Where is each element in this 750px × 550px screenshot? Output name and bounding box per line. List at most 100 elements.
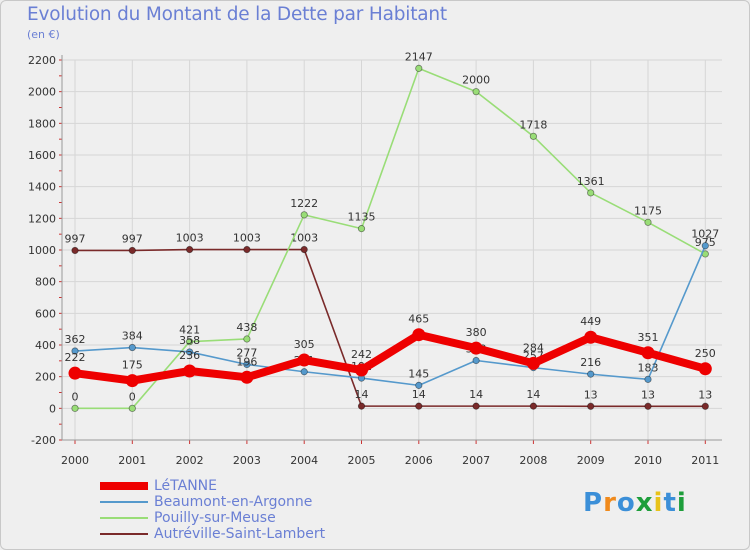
x-tick-label: 2011	[691, 454, 719, 467]
data-label: 14	[526, 388, 540, 401]
x-tick-label: 2009	[577, 454, 605, 467]
data-point	[71, 404, 79, 412]
data-point	[300, 245, 308, 254]
data-label: 222	[65, 351, 86, 364]
data-label: 465	[408, 313, 429, 326]
data-point	[701, 402, 709, 410]
logo-letter: x	[635, 488, 654, 518]
x-tick-label: 2002	[176, 454, 204, 467]
data-label: 1135	[348, 211, 376, 224]
legend-item: Autréville-Saint-Lambert	[100, 526, 325, 542]
legend-label: Pouilly-sur-Meuse	[154, 510, 276, 526]
data-point	[644, 375, 652, 383]
data-point	[243, 360, 251, 369]
data-label: 284	[523, 341, 544, 354]
data-point	[128, 343, 136, 352]
data-label: 1003	[233, 232, 261, 245]
data-point	[243, 335, 251, 343]
y-tick-label: 400	[35, 339, 56, 352]
data-label: 1718	[519, 118, 547, 131]
data-point	[584, 330, 598, 344]
data-point	[472, 402, 480, 410]
data-point	[415, 402, 423, 410]
unit-label: (en €)	[27, 28, 60, 41]
y-tick-label: 1600	[28, 149, 56, 162]
data-point	[587, 402, 595, 410]
data-label: 305	[294, 338, 315, 351]
data-label: 1003	[290, 232, 318, 245]
logo-letter: t	[663, 488, 677, 518]
legend-item: Pouilly-sur-Meuse	[100, 510, 276, 526]
data-label: 14	[412, 388, 426, 401]
x-tick-label: 2007	[462, 454, 490, 467]
data-point	[415, 64, 423, 72]
legend-swatch	[100, 482, 148, 490]
y-tick-label: 2000	[28, 86, 56, 99]
data-point	[641, 346, 655, 360]
data-label: 2000	[462, 74, 490, 87]
y-tick-label: 1200	[28, 212, 56, 225]
legend-label: Beaumont-en-Argonne	[154, 494, 313, 510]
logo-letter: o	[616, 488, 636, 518]
data-point	[644, 402, 652, 410]
proxiti-logo: Proxiti	[583, 488, 687, 518]
data-point	[529, 402, 538, 410]
legend-swatch	[100, 501, 148, 503]
data-label: 384	[122, 330, 143, 343]
data-label: 14	[355, 388, 369, 401]
data-label: 242	[351, 348, 372, 361]
data-point	[472, 356, 480, 365]
data-point	[472, 88, 480, 96]
series-line	[71, 330, 710, 385]
data-point	[412, 328, 426, 342]
data-label: 250	[695, 347, 716, 360]
logo-letter: i	[653, 488, 664, 518]
data-point	[125, 374, 139, 388]
data-label: 216	[580, 356, 601, 369]
data-label: 0	[129, 390, 136, 403]
legend-swatch	[100, 533, 148, 535]
data-point	[526, 356, 540, 370]
data-label: 14	[469, 388, 483, 401]
y-tick-label: 1800	[28, 117, 56, 130]
data-label: 1175	[634, 204, 662, 217]
data-label: 145	[408, 367, 429, 380]
data-label: 380	[466, 326, 487, 339]
data-point	[355, 363, 368, 377]
series-line	[74, 244, 707, 387]
logo-letter: i	[676, 488, 687, 518]
data-point	[68, 366, 82, 380]
data-point	[300, 368, 308, 376]
data-label: 175	[122, 359, 143, 372]
x-tick-label: 2004	[290, 454, 318, 467]
y-tick-label: 0	[49, 402, 56, 415]
data-label: 236	[179, 349, 200, 362]
data-point	[529, 132, 538, 140]
data-label: 975	[695, 236, 716, 249]
data-point	[128, 246, 136, 255]
data-point	[300, 211, 308, 219]
data-label: 997	[65, 232, 86, 245]
x-tick-label: 2000	[61, 454, 89, 467]
data-point	[587, 189, 595, 197]
data-point	[240, 370, 254, 384]
data-label: 0	[72, 390, 79, 403]
x-tick-label: 2005	[348, 454, 376, 467]
data-point	[357, 225, 366, 233]
y-tick-label: 600	[35, 307, 56, 320]
data-label: 1027	[691, 228, 719, 241]
data-label: 438	[236, 321, 257, 334]
data-label: 421	[179, 324, 200, 337]
data-point	[357, 402, 366, 410]
logo-letter: P	[583, 488, 604, 518]
data-label: 449	[580, 315, 601, 328]
x-tick-label: 2003	[233, 454, 261, 467]
y-tick-label: 2200	[28, 54, 56, 67]
data-label: 1222	[290, 197, 318, 210]
data-point	[587, 370, 595, 378]
data-point	[186, 348, 194, 356]
data-label: 196	[236, 355, 257, 368]
data-label: 183	[638, 361, 659, 374]
data-point	[243, 245, 251, 254]
